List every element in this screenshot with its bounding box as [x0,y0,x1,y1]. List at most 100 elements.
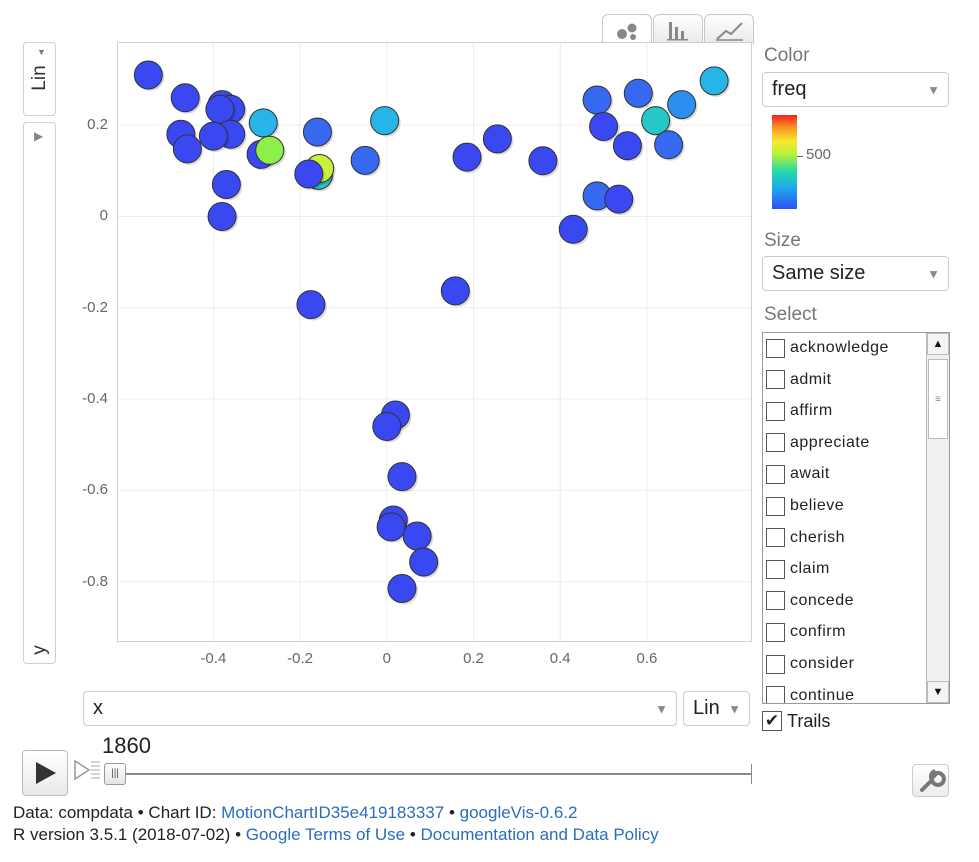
x-variable-selector[interactable]: x ▼ [83,691,677,726]
data-bubble-circle[interactable] [582,85,612,115]
select-list-item[interactable]: affirm [766,397,833,425]
select-list-item[interactable]: consider [766,650,854,678]
x-scale-selector[interactable]: Lin ▼ [683,691,750,726]
select-list-item[interactable]: acknowledge [766,334,889,362]
select-item-checkbox[interactable] [766,528,785,548]
select-list-item[interactable]: believe [766,492,844,520]
data-bubble[interactable] [350,145,382,177]
data-bubble-circle[interactable] [589,112,619,142]
data-bubble-circle[interactable] [296,290,326,320]
settings-button[interactable] [912,764,949,797]
data-bubble[interactable] [170,83,202,114]
data-bubble[interactable] [641,106,672,137]
select-item-checkbox[interactable] [766,370,785,390]
data-bubble-circle[interactable] [387,574,417,604]
select-scrollbar[interactable]: ▲ ≡ ▼ [926,333,949,703]
select-item-checkbox[interactable] [766,559,785,579]
bar-view-tab[interactable] [653,14,703,44]
data-bubble[interactable] [205,94,236,126]
data-bubble[interactable] [402,521,434,553]
data-bubble-circle[interactable] [409,547,439,577]
data-bubble[interactable] [612,131,644,162]
data-bubble-circle[interactable] [207,201,237,231]
data-bubble[interactable] [370,106,401,137]
select-list-item[interactable]: claim [766,555,830,583]
data-bubble-circle[interactable] [402,521,432,551]
select-item-checkbox[interactable] [766,401,785,421]
data-bubble[interactable] [440,276,472,307]
data-bubble[interactable] [409,547,440,579]
select-list[interactable]: acknowledge admit affirm appreciate await bel… [762,332,950,704]
data-bubble[interactable] [211,170,243,201]
y-scale-toggle[interactable]: Lin ▼ [23,42,56,116]
data-bubble-circle[interactable] [294,159,324,189]
data-bubble[interactable] [387,462,418,493]
select-list-item[interactable]: concede [766,587,854,615]
data-bubble-circle[interactable] [172,134,202,164]
data-bubble-circle[interactable] [370,106,400,136]
time-slider-handle[interactable]: ||| [104,763,126,785]
data-bubble-circle[interactable] [604,184,634,214]
data-bubble-circle[interactable] [211,170,241,200]
data-bubble-circle[interactable] [641,106,671,136]
data-bubble-circle[interactable] [667,90,697,120]
data-bubble-circle[interactable] [699,66,729,96]
googlevis-version-link[interactable]: googleVis-0.6.2 [459,803,578,822]
scroll-down-icon[interactable]: ▼ [927,681,949,703]
data-bubble[interactable] [296,290,327,321]
trails-checkbox[interactable]: ✔ [762,711,782,731]
select-item-checkbox[interactable] [766,622,785,642]
select-list-item[interactable]: await [766,460,830,488]
select-item-checkbox[interactable] [766,338,785,358]
select-list-item[interactable]: confirm [766,618,846,646]
data-bubble[interactable] [604,184,635,216]
data-bubble-circle[interactable] [482,124,512,154]
scroll-thumb[interactable]: ≡ [928,359,948,439]
bubble-view-tab[interactable] [602,14,652,45]
data-bubble-circle[interactable] [170,83,200,113]
data-bubble-circle[interactable] [558,214,588,244]
play-button[interactable] [22,750,68,796]
data-bubble-circle[interactable] [133,60,163,90]
size-selector[interactable]: Same size ▼ [762,256,949,291]
data-bubble[interactable] [376,512,408,543]
data-bubble[interactable] [558,214,590,246]
select-list-item[interactable]: continue [766,682,855,703]
color-selector[interactable]: freq ▼ [762,72,949,107]
select-item-checkbox[interactable] [766,654,785,674]
data-bubble[interactable] [582,85,614,117]
data-bubble[interactable] [589,112,620,143]
terms-link[interactable]: Google Terms of Use [245,825,406,844]
data-bubble-circle[interactable] [350,145,380,175]
data-bubble[interactable] [255,135,286,167]
time-slider-track[interactable] [110,773,752,775]
data-bubble[interactable] [302,117,334,149]
data-bubble[interactable] [528,146,559,177]
data-bubble-circle[interactable] [452,142,482,172]
data-bubble-circle[interactable] [612,131,642,161]
select-item-checkbox[interactable] [766,496,785,516]
select-item-checkbox[interactable] [766,591,785,611]
data-bubble[interactable] [387,574,418,605]
y-variable-selector[interactable]: ▶ y [23,122,56,664]
data-bubble-circle[interactable] [654,130,684,160]
select-list-item[interactable]: admit [766,366,832,394]
data-bubble[interactable] [294,159,325,191]
data-bubble[interactable] [372,411,403,443]
data-bubble[interactable] [248,108,280,139]
data-bubble-circle[interactable] [372,411,402,441]
data-bubble-circle[interactable] [440,276,470,306]
data-bubble[interactable] [452,142,484,174]
line-view-tab[interactable] [704,14,754,44]
data-bubble[interactable] [699,66,731,97]
data-bubble[interactable] [198,121,230,153]
chart-id-link[interactable]: MotionChartID35e419183337 [221,803,445,822]
data-bubble-circle[interactable] [376,512,406,542]
data-bubble[interactable] [133,60,165,91]
data-bubble-circle[interactable] [528,146,558,176]
speed-control[interactable] [72,757,102,783]
data-bubble[interactable] [623,78,655,110]
data-bubble-circle[interactable] [198,121,228,151]
data-bubble-circle[interactable] [248,108,278,138]
select-list-item[interactable]: cherish [766,524,845,552]
